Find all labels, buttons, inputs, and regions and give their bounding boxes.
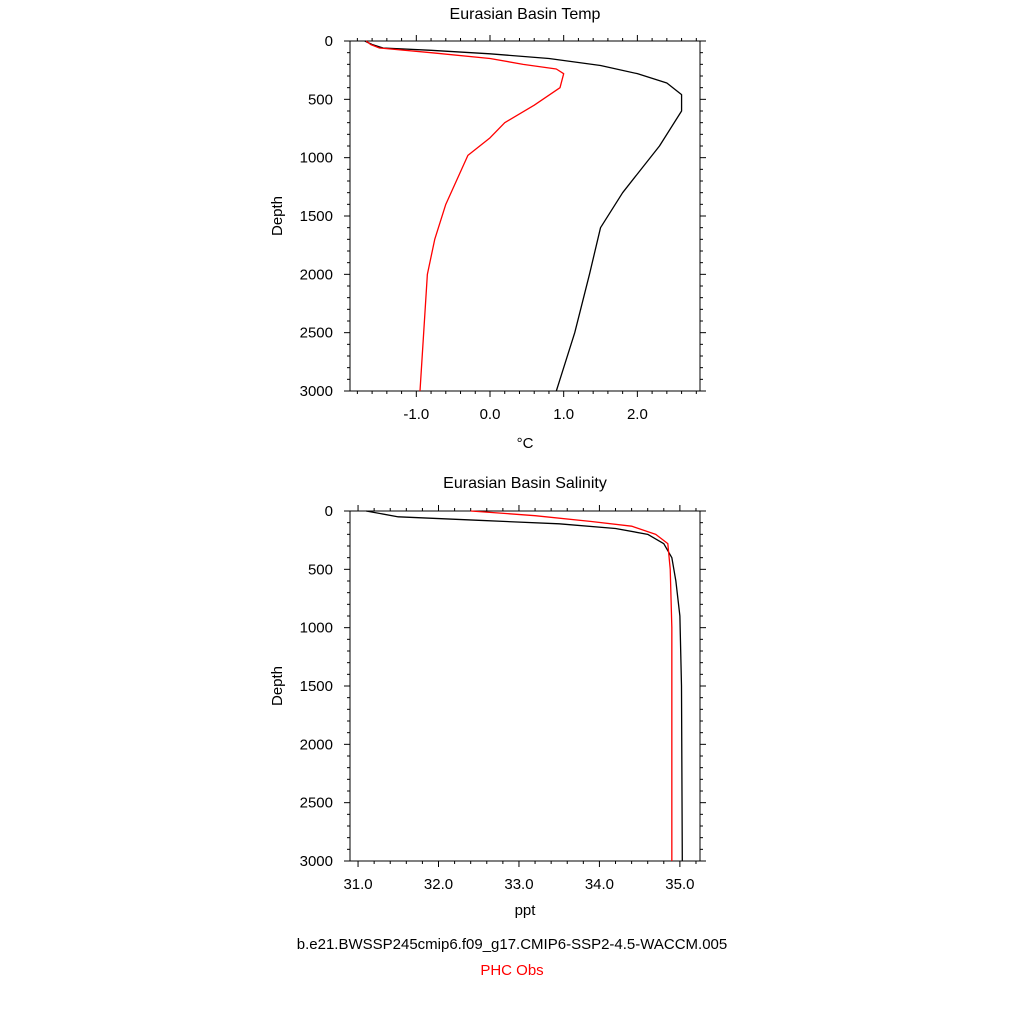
salinity-y-axis-label: Depth [269,666,286,706]
temperature-y-tick-label: 2500 [300,325,333,342]
salinity-y-tick-label: 2000 [300,736,333,753]
temperature-panel: Eurasian Basin Temp -1.0 0.0 1.0 2.0 0 500 100… [269,6,706,452]
salinity-x-tick-label: 32.0 [424,876,453,893]
salinity-x-tick-label: 35.0 [665,876,694,893]
salinity-obs-series-line [470,510,673,861]
salinity-y-tick-label: 500 [308,561,333,578]
temperature-x-tick-label: -1.0 [403,406,429,423]
temperature-obs-series-line [365,40,565,392]
salinity-x-tick-label: 31.0 [343,876,372,893]
temperature-ticks: -1.0 0.0 1.0 2.0 0 500 1000 1500 2000 2500 3000 [300,33,706,423]
model-run-caption: b.e21.BWSSP245cmip6.f09_g17.CMIP6-SSP2-4… [296,936,728,953]
obs-caption: PHC Obs [480,962,544,979]
salinity-y-tick-label: 3000 [300,853,333,870]
temperature-series [364,40,683,392]
salinity-y-tick-label: 1000 [300,620,333,637]
temperature-y-axis-label: Depth [269,196,286,236]
salinity-x-tick-label: 34.0 [585,876,614,893]
temperature-y-tick-label: 0 [325,33,333,50]
salinity-y-tick-label: 2500 [300,795,333,812]
temperature-y-tick-label: 500 [308,91,333,108]
salinity-model-series-line [365,510,683,862]
salinity-chart-title: Eurasian Basin Salinity [443,475,607,492]
salinity-x-tick-label: 33.0 [504,876,533,893]
temperature-x-tick-label: 0.0 [480,406,501,423]
temperature-x-axis-label: °C [517,435,534,452]
temperature-chart-title: Eurasian Basin Temp [450,6,601,23]
temperature-x-tick-label: 2.0 [627,406,648,423]
salinity-plot-frame [349,510,701,862]
salinity-panel: Eurasian Basin Salinity 31.0 32.0 33.0 34.0… [269,475,706,919]
temperature-y-tick-label: 2000 [300,266,333,283]
temperature-plot-frame [349,40,701,392]
temperature-y-tick-label: 3000 [300,383,333,400]
temperature-x-tick-label: 1.0 [553,406,574,423]
salinity-series [365,510,683,862]
salinity-y-tick-label: 0 [325,503,333,520]
temperature-y-tick-label: 1000 [300,150,333,167]
temperature-y-tick-label: 1500 [300,208,333,225]
salinity-y-tick-label: 1500 [300,678,333,695]
temperature-model-series-line [364,40,683,392]
salinity-x-axis-label: ppt [515,902,537,919]
salinity-ticks: 31.0 32.0 33.0 34.0 35.0 0 500 1000 1500 2000 2500… [300,503,706,893]
